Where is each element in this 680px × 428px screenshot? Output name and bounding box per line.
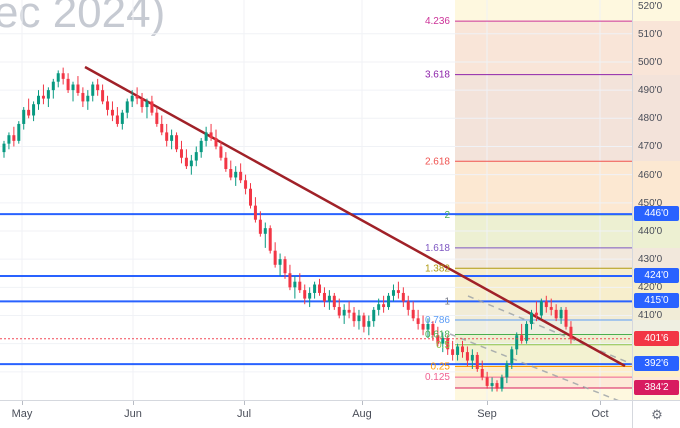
time-tick-label: Jul [236,408,252,420]
price-badge: 384'2 [634,380,679,396]
time-axis[interactable]: May Jun Jul Aug Sep Oct [0,400,680,428]
price-axis[interactable]: 520'0 510'0 500'0 490'0 480'0 470'0 460'0 450'0… [632,0,680,400]
fib-band [455,161,680,215]
dashed-lines-layer [449,295,632,400]
price-tick-label: 520'0 [638,0,663,12]
fib-label: 1.382 [425,263,450,274]
time-tick-label: May [11,408,33,420]
grid-layer [0,0,632,400]
price-badge: 401'6 [634,330,679,346]
symbol-watermark: ec 2024) [0,0,166,37]
fib-levels-layer [455,20,632,389]
price-tick-label: 490'0 [638,85,663,97]
price-tick-label: 430'0 [638,254,663,266]
time-tick [22,401,23,405]
fib-band [455,320,680,335]
price-tick-label: 460'0 [638,169,663,181]
price-badge: 415'0 [634,293,679,309]
time-tick [600,401,601,405]
price-badge: 424'0 [634,268,679,284]
fib-label: 2.618 [425,156,450,167]
fib-label: 0.5 [436,340,450,351]
fib-band [455,377,680,389]
price-tick-label: 510'0 [638,28,663,40]
price-tick-label: 410'0 [638,310,663,322]
fib-label: 2 [444,210,450,221]
fib-label: 3.618 [425,70,450,81]
fib-label: 0.618 [425,330,450,341]
price-tick-label: 420'0 [638,282,663,294]
price-badge: 446'0 [634,206,679,222]
axis-settings-button[interactable]: ⚙ [632,400,680,428]
fib-band [455,21,680,75]
fib-label: 0.786 [425,315,450,326]
fib-label: 1.618 [425,243,450,254]
gear-icon: ⚙ [651,407,663,422]
price-tick-label: 470'0 [638,141,663,153]
fib-label: 1 [444,296,450,307]
fib-label: 4.236 [425,16,450,27]
time-tick [244,401,245,405]
time-tick-label: Oct [591,408,609,420]
time-tick-label: Jun [124,408,142,420]
time-tick [487,401,488,405]
fib-band [455,334,680,345]
price-tick-label: 440'0 [638,225,663,237]
price-tick-label: 480'0 [638,113,663,125]
price-badge: 392'6 [634,356,679,372]
trend-line-layer [84,65,626,368]
price-tick-label: 450'0 [638,197,663,209]
fib-label: 0.125 [425,372,450,383]
time-tick-label: Sep [477,408,497,420]
fib-label: 0.25 [431,361,451,372]
time-tick [133,401,134,405]
time-tick-label: Aug [352,408,372,420]
candles-layer [2,67,573,392]
time-tick [362,401,363,405]
fib-band [455,247,680,269]
price-tick-label: 500'0 [638,56,663,68]
